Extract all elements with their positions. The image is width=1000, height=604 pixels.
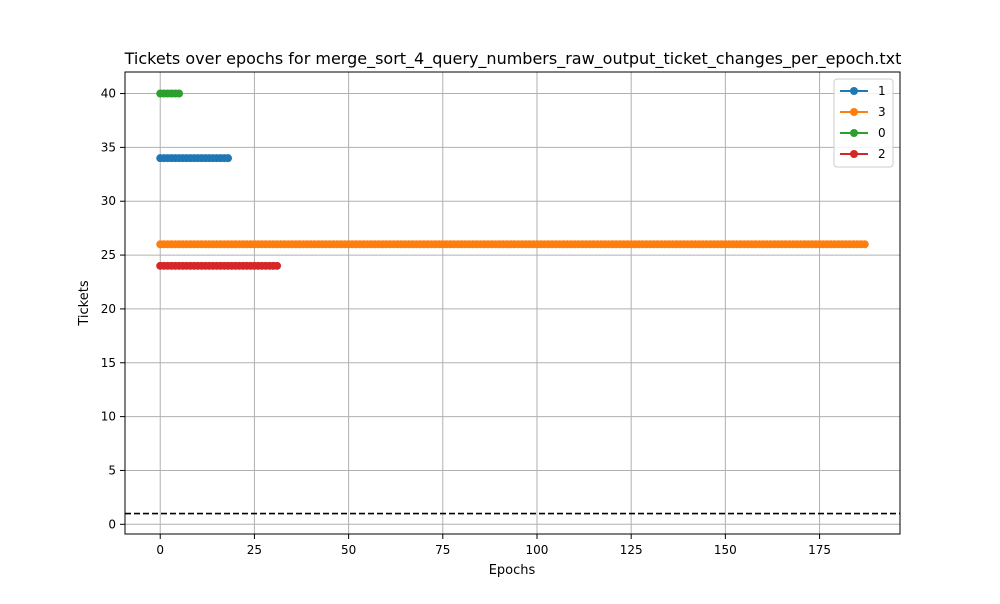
legend-item-0: 0	[840, 126, 886, 140]
data-point	[224, 154, 233, 163]
y-tick-label: 20	[101, 302, 116, 316]
series-1	[156, 154, 233, 163]
y-tick-label: 40	[101, 87, 116, 101]
data-point	[860, 240, 869, 249]
x-tick-label: 75	[435, 543, 450, 557]
data-point	[175, 89, 184, 98]
x-tick-label: 0	[156, 543, 164, 557]
plot-frame	[124, 71, 901, 535]
y-tick-label: 10	[101, 410, 116, 424]
legend-marker	[850, 87, 858, 95]
legend-marker	[850, 150, 858, 158]
axes-layer	[124, 71, 901, 535]
y-tick-label: 0	[108, 517, 116, 531]
x-axis-label: Epochs	[489, 563, 536, 578]
y-tick-label: 5	[108, 463, 116, 477]
x-tick-label: 125	[620, 543, 643, 557]
legend-marker	[850, 108, 858, 116]
grid-layer	[125, 72, 900, 534]
y-tick-label: 35	[101, 140, 116, 154]
legend-label: 0	[878, 126, 886, 140]
x-tick-label: 150	[714, 543, 737, 557]
series-0	[156, 89, 184, 98]
legend-item-1: 1	[840, 84, 886, 98]
x-tick-label: 175	[808, 543, 831, 557]
y-tick-label: 15	[101, 356, 116, 370]
legend: 1 3 0 2	[833, 78, 894, 168]
x-tick-label: 100	[526, 543, 549, 557]
legend-label: 2	[878, 147, 886, 161]
legend-item-2: 2	[840, 147, 886, 161]
series-3	[156, 240, 869, 249]
x-tick-label: 50	[341, 543, 356, 557]
series-2	[156, 261, 282, 270]
x-tick-layer: 0 25 50 75 100 125 150 175	[156, 534, 831, 557]
legend-label: 1	[878, 84, 886, 98]
y-tick-label: 25	[101, 248, 116, 262]
y-tick-layer: 0 5 10 15 20 25 30 35 40	[101, 87, 125, 531]
chart-title: Tickets over epochs for merge_sort_4_que…	[124, 49, 902, 69]
legend-item-3: 3	[840, 105, 886, 119]
y-axis-label: Tickets	[77, 280, 92, 326]
y-tick-label: 30	[101, 194, 116, 208]
legend-marker	[850, 129, 858, 137]
legend-label: 3	[878, 105, 886, 119]
x-tick-label: 25	[247, 543, 262, 557]
legend-box	[833, 78, 894, 168]
data-point	[273, 261, 282, 270]
series-layer	[156, 89, 869, 270]
